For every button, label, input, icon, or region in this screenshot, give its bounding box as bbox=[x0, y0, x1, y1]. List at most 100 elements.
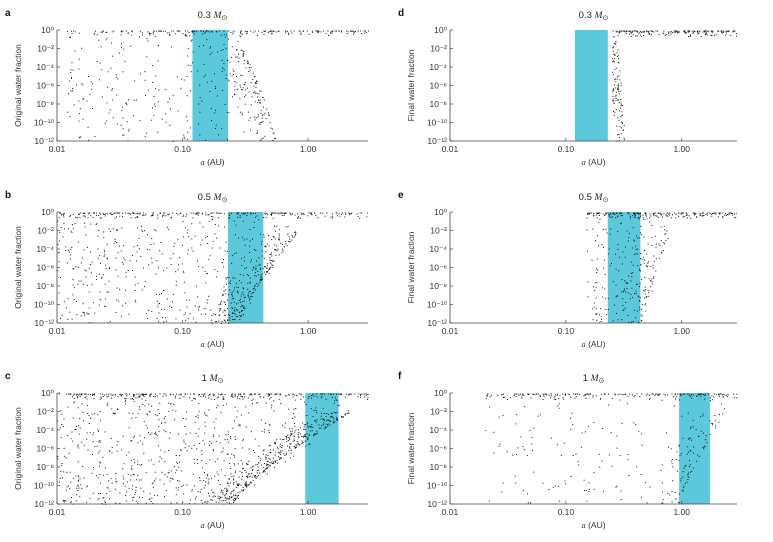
data-point bbox=[253, 267, 255, 269]
data-point bbox=[191, 489, 193, 491]
data-point bbox=[533, 427, 535, 429]
data-point bbox=[258, 100, 260, 102]
data-point bbox=[287, 434, 289, 436]
data-point bbox=[227, 431, 229, 433]
data-point bbox=[177, 214, 179, 216]
data-point bbox=[233, 475, 235, 477]
data-point bbox=[324, 393, 326, 395]
data-point bbox=[674, 212, 676, 214]
data-point bbox=[207, 243, 209, 244]
data-point bbox=[261, 277, 263, 279]
data-point bbox=[555, 394, 556, 396]
data-point bbox=[616, 76, 618, 78]
data-point bbox=[643, 236, 645, 238]
data-point bbox=[249, 282, 251, 284]
data-point bbox=[69, 37, 71, 38]
data-point bbox=[599, 466, 601, 468]
data-point bbox=[222, 89, 224, 91]
data-point bbox=[76, 217, 78, 219]
data-point bbox=[213, 313, 215, 315]
y-axis-label: Final water fraction bbox=[406, 412, 416, 484]
data-point bbox=[210, 309, 212, 311]
data-point bbox=[697, 394, 699, 396]
data-point bbox=[186, 232, 188, 234]
data-point bbox=[239, 216, 241, 218]
data-point bbox=[263, 30, 265, 32]
data-point bbox=[242, 310, 244, 311]
data-point bbox=[92, 394, 93, 396]
data-point bbox=[61, 463, 63, 464]
data-point bbox=[153, 480, 155, 482]
data-point bbox=[103, 214, 105, 215]
habitable-zone-band bbox=[227, 212, 264, 323]
data-point bbox=[330, 31, 332, 33]
data-point bbox=[268, 458, 270, 459]
data-point bbox=[180, 393, 182, 395]
data-point bbox=[226, 453, 228, 455]
data-point bbox=[628, 275, 630, 277]
data-point bbox=[206, 81, 208, 83]
data-point bbox=[79, 136, 81, 138]
data-point bbox=[91, 88, 93, 90]
data-point bbox=[172, 394, 174, 396]
data-point bbox=[120, 393, 122, 395]
data-point bbox=[641, 433, 643, 435]
data-point bbox=[594, 282, 596, 284]
data-point bbox=[617, 216, 619, 218]
data-point bbox=[595, 287, 597, 289]
data-point bbox=[129, 393, 131, 395]
data-point bbox=[340, 393, 342, 395]
data-point bbox=[97, 258, 99, 260]
data-point bbox=[117, 275, 119, 277]
data-point bbox=[603, 393, 605, 395]
data-point bbox=[231, 319, 233, 321]
data-point bbox=[531, 436, 533, 438]
data-point bbox=[680, 453, 682, 455]
data-point bbox=[688, 395, 690, 396]
data-point bbox=[241, 310, 243, 312]
data-point bbox=[248, 460, 250, 462]
data-point bbox=[660, 469, 662, 471]
data-point bbox=[214, 73, 215, 75]
data-point bbox=[165, 317, 166, 319]
data-point bbox=[159, 250, 161, 252]
data-point bbox=[345, 213, 347, 215]
data-point bbox=[295, 234, 296, 236]
data-point bbox=[231, 308, 233, 309]
data-point bbox=[659, 213, 661, 215]
data-point bbox=[254, 289, 256, 291]
data-point bbox=[316, 419, 318, 421]
data-point bbox=[161, 293, 162, 295]
data-point bbox=[307, 215, 309, 217]
data-point bbox=[220, 303, 222, 305]
data-point bbox=[612, 61, 614, 63]
y-tick-label: 10⁻² bbox=[430, 226, 447, 236]
data-point bbox=[703, 30, 705, 32]
x-tick-label: 0.10 bbox=[174, 507, 191, 517]
data-point bbox=[274, 393, 276, 395]
data-point bbox=[70, 501, 72, 503]
data-point bbox=[613, 89, 614, 91]
data-point bbox=[142, 394, 144, 396]
data-point bbox=[231, 294, 233, 296]
data-point bbox=[63, 455, 65, 457]
data-point bbox=[77, 475, 79, 477]
data-point bbox=[180, 394, 182, 396]
data-point bbox=[99, 398, 101, 400]
data-point bbox=[208, 295, 210, 297]
data-point bbox=[335, 212, 337, 214]
data-point bbox=[205, 282, 207, 284]
data-point bbox=[270, 452, 272, 453]
data-point bbox=[62, 477, 63, 479]
data-point bbox=[78, 425, 80, 427]
data-point bbox=[163, 417, 165, 419]
data-point bbox=[159, 212, 161, 214]
data-point bbox=[278, 452, 280, 454]
data-point bbox=[676, 31, 678, 33]
data-point bbox=[118, 300, 120, 302]
data-point bbox=[217, 495, 219, 497]
data-point bbox=[652, 264, 654, 266]
data-point bbox=[58, 292, 60, 294]
data-point bbox=[210, 398, 212, 400]
panel-title: 0.3 M⊙ bbox=[579, 10, 609, 22]
